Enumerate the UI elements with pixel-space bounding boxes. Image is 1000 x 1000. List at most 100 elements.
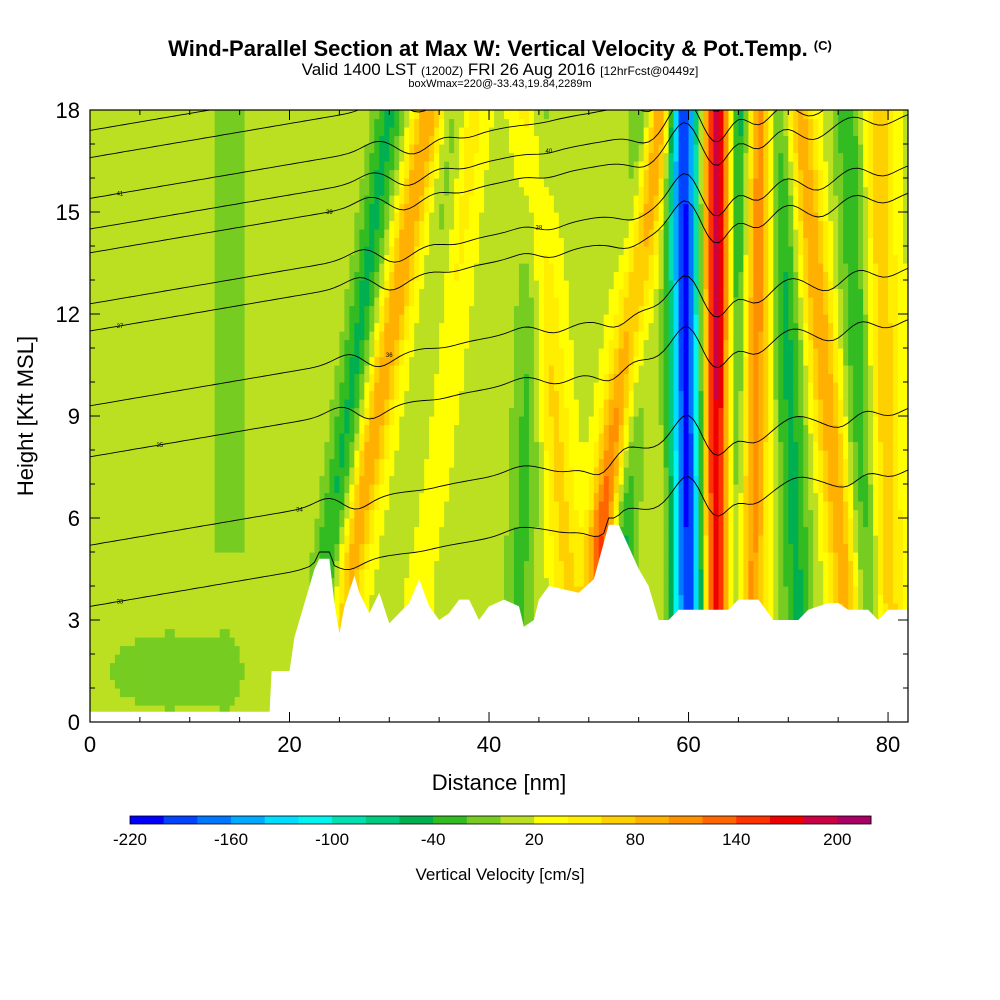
field-cell bbox=[229, 688, 236, 698]
field-cell bbox=[314, 467, 321, 477]
field-cell bbox=[179, 203, 186, 213]
field-cell bbox=[154, 322, 161, 332]
field-cell bbox=[194, 688, 201, 698]
field-cell bbox=[369, 501, 375, 511]
field-cell bbox=[394, 458, 400, 468]
field-cell bbox=[154, 246, 161, 256]
field-cell bbox=[219, 492, 226, 502]
field-cell bbox=[234, 280, 241, 290]
field-cell bbox=[419, 297, 425, 307]
field-cell bbox=[174, 322, 181, 332]
field-cell bbox=[114, 560, 121, 570]
field-cell bbox=[144, 424, 151, 434]
field-cell bbox=[154, 297, 161, 307]
field-cell bbox=[224, 373, 231, 383]
field-cell bbox=[219, 212, 226, 222]
field-cell bbox=[404, 178, 410, 188]
field-cell bbox=[254, 220, 261, 230]
field-cell bbox=[149, 246, 156, 256]
field-cell bbox=[239, 492, 246, 502]
field-cell bbox=[159, 373, 166, 383]
field-cell bbox=[119, 399, 126, 409]
field-cell bbox=[329, 331, 335, 341]
field-cell bbox=[104, 611, 111, 621]
field-cell bbox=[234, 492, 241, 502]
field-cell bbox=[219, 237, 226, 247]
field-cell bbox=[90, 577, 96, 587]
field-cell bbox=[399, 467, 405, 477]
field-cell bbox=[139, 535, 146, 545]
field-cell bbox=[229, 424, 236, 434]
field-cell bbox=[179, 229, 186, 239]
field-cell bbox=[90, 399, 96, 409]
field-cell bbox=[264, 288, 271, 298]
field-cell bbox=[244, 552, 251, 562]
field-cell bbox=[139, 186, 146, 196]
field-cell bbox=[109, 373, 116, 383]
field-cell bbox=[204, 509, 211, 519]
field-cell bbox=[424, 586, 430, 596]
field-cell bbox=[199, 161, 206, 171]
field-cell bbox=[219, 169, 226, 179]
field-cell bbox=[374, 195, 380, 205]
field-cell bbox=[124, 288, 131, 298]
field-cell bbox=[409, 509, 415, 519]
field-cell bbox=[169, 594, 176, 604]
field-cell bbox=[149, 263, 156, 273]
field-cell bbox=[389, 127, 395, 137]
field-cell bbox=[399, 348, 405, 358]
field-cell bbox=[159, 543, 166, 553]
field-cell bbox=[409, 322, 415, 332]
field-cell bbox=[359, 543, 365, 553]
field-cell bbox=[309, 458, 316, 468]
field-cell bbox=[259, 458, 266, 468]
field-cell bbox=[354, 373, 360, 383]
field-cell bbox=[124, 407, 131, 417]
field-cell bbox=[124, 212, 131, 222]
field-cell bbox=[419, 144, 425, 154]
field-cell bbox=[164, 297, 171, 307]
field-cell bbox=[174, 271, 181, 281]
field-cell bbox=[179, 518, 186, 528]
field-cell bbox=[424, 373, 430, 383]
field-cell bbox=[284, 594, 291, 604]
field-cell bbox=[179, 433, 186, 443]
field-cell bbox=[329, 280, 335, 290]
field-cell bbox=[224, 611, 231, 621]
field-cell bbox=[119, 297, 126, 307]
field-cell bbox=[404, 220, 410, 230]
field-cell bbox=[224, 535, 231, 545]
field-cell bbox=[119, 603, 126, 613]
field-cell bbox=[239, 305, 246, 315]
field-cell bbox=[254, 195, 261, 205]
field-cell bbox=[114, 288, 121, 298]
field-cell bbox=[229, 671, 236, 681]
field-cell bbox=[134, 577, 141, 587]
field-cell bbox=[244, 169, 251, 179]
field-cell bbox=[149, 271, 156, 281]
field-cell bbox=[184, 220, 191, 230]
field-cell bbox=[164, 365, 171, 375]
field-cell bbox=[324, 118, 331, 128]
field-cell bbox=[274, 526, 281, 536]
field-cell bbox=[139, 348, 146, 358]
field-cell bbox=[149, 586, 156, 596]
field-cell bbox=[389, 305, 395, 315]
field-cell bbox=[149, 118, 156, 128]
field-cell bbox=[159, 382, 166, 392]
field-cell bbox=[384, 195, 390, 205]
field-cell bbox=[304, 492, 311, 502]
field-cell bbox=[269, 458, 276, 468]
field-cell bbox=[294, 195, 301, 205]
field-cell bbox=[334, 322, 340, 332]
field-cell bbox=[259, 203, 266, 213]
field-cell bbox=[204, 662, 211, 672]
field-cell bbox=[189, 399, 196, 409]
field-cell bbox=[149, 365, 156, 375]
field-cell bbox=[124, 339, 131, 349]
field-cell bbox=[179, 399, 186, 409]
field-cell bbox=[259, 220, 266, 230]
field-cell bbox=[309, 203, 316, 213]
field-cell bbox=[259, 118, 266, 128]
